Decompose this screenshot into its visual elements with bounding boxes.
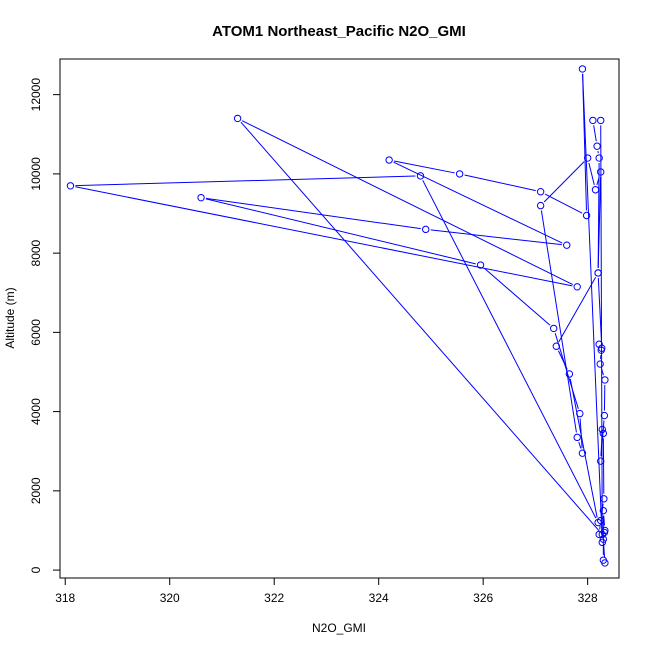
series-segment bbox=[582, 73, 587, 211]
y-tick-label: 0 bbox=[29, 566, 43, 573]
data-point bbox=[595, 154, 603, 162]
data-point bbox=[594, 269, 602, 277]
series-segment bbox=[578, 441, 582, 449]
series-segment bbox=[464, 174, 536, 192]
data-point bbox=[549, 324, 558, 333]
data-point bbox=[597, 116, 605, 125]
chart-title: ATOM1 Northeast_Pacific N2O_GMI bbox=[212, 23, 466, 40]
x-tick-label: 318 bbox=[55, 591, 75, 605]
series-segment bbox=[205, 197, 421, 230]
data-point bbox=[595, 530, 603, 539]
y-tick-label: 2000 bbox=[29, 477, 43, 504]
series-segment bbox=[557, 350, 568, 370]
series-segment bbox=[422, 180, 597, 519]
series-segment bbox=[430, 229, 562, 246]
series-segment bbox=[593, 125, 597, 142]
data-point bbox=[589, 116, 597, 125]
series-segment bbox=[543, 161, 585, 203]
data-point bbox=[576, 409, 584, 418]
data-point bbox=[385, 156, 393, 164]
x-tick-label: 324 bbox=[369, 591, 389, 605]
x-tick-label: 320 bbox=[160, 591, 180, 605]
data-point bbox=[599, 506, 608, 515]
data-point bbox=[563, 241, 571, 249]
data-point bbox=[197, 193, 205, 202]
data-point bbox=[233, 114, 242, 123]
data-point bbox=[591, 186, 600, 194]
data-point bbox=[600, 411, 609, 420]
data-point bbox=[422, 225, 430, 234]
data-point bbox=[416, 172, 425, 180]
y-tick-label: 4000 bbox=[29, 398, 43, 425]
series-segment bbox=[393, 161, 563, 244]
series-segment bbox=[596, 176, 600, 186]
data-point bbox=[66, 182, 75, 190]
data-point bbox=[565, 370, 574, 378]
data-point bbox=[536, 201, 545, 210]
series-segment bbox=[600, 125, 603, 538]
series-segment bbox=[75, 175, 416, 187]
series-segment bbox=[205, 198, 476, 265]
y-axis: 0 2000 4000 6000 8000 10000 12000 bbox=[29, 78, 61, 573]
data-point bbox=[594, 518, 602, 527]
y-tick-label: 10000 bbox=[29, 157, 43, 191]
data-point bbox=[599, 429, 608, 438]
plot-area-border bbox=[59, 58, 620, 579]
series-segment bbox=[544, 193, 583, 214]
series-segment bbox=[484, 267, 551, 326]
data-point bbox=[578, 449, 587, 457]
data-point bbox=[595, 340, 603, 348]
y-axis-label: Altitude (m) bbox=[3, 287, 17, 348]
y-tick-label: 6000 bbox=[29, 319, 43, 346]
series-segment bbox=[588, 162, 595, 186]
y-tick-label: 8000 bbox=[29, 239, 43, 266]
data-point bbox=[598, 538, 606, 547]
data-point bbox=[597, 168, 605, 176]
data-point bbox=[601, 526, 609, 535]
x-tick-label: 322 bbox=[264, 591, 284, 605]
data-point bbox=[599, 556, 608, 564]
series-segment bbox=[540, 210, 577, 433]
x-axis-label: N2O_GMI bbox=[312, 621, 366, 635]
data-point bbox=[552, 342, 561, 350]
series-segment bbox=[240, 121, 600, 531]
data-point bbox=[593, 142, 601, 150]
series-segment bbox=[597, 277, 603, 344]
series-segment bbox=[241, 120, 573, 286]
series-segment bbox=[393, 160, 455, 174]
data-point bbox=[476, 261, 485, 269]
series-segment bbox=[597, 176, 602, 268]
data-point bbox=[598, 530, 606, 539]
data-point bbox=[596, 360, 604, 368]
data-point bbox=[583, 154, 592, 162]
data-point bbox=[455, 170, 464, 178]
data-point bbox=[578, 65, 587, 73]
data-point bbox=[573, 283, 581, 291]
data-point bbox=[598, 425, 606, 434]
x-tick-label: 326 bbox=[473, 591, 493, 605]
series-segment bbox=[75, 186, 573, 287]
series-segment bbox=[558, 277, 597, 343]
data-point bbox=[600, 495, 608, 503]
data-point bbox=[601, 376, 609, 384]
data-point bbox=[582, 211, 591, 220]
series-segment bbox=[582, 73, 603, 538]
y-tick-label: 12000 bbox=[29, 78, 43, 112]
series-layer bbox=[66, 65, 609, 567]
x-axis: 318 320 322 324 326 328 bbox=[55, 577, 598, 605]
data-point bbox=[598, 344, 606, 352]
data-point bbox=[597, 457, 605, 465]
data-point bbox=[573, 433, 581, 442]
data-point bbox=[536, 188, 545, 196]
x-tick-label: 328 bbox=[578, 591, 598, 605]
series-segment bbox=[569, 378, 598, 518]
